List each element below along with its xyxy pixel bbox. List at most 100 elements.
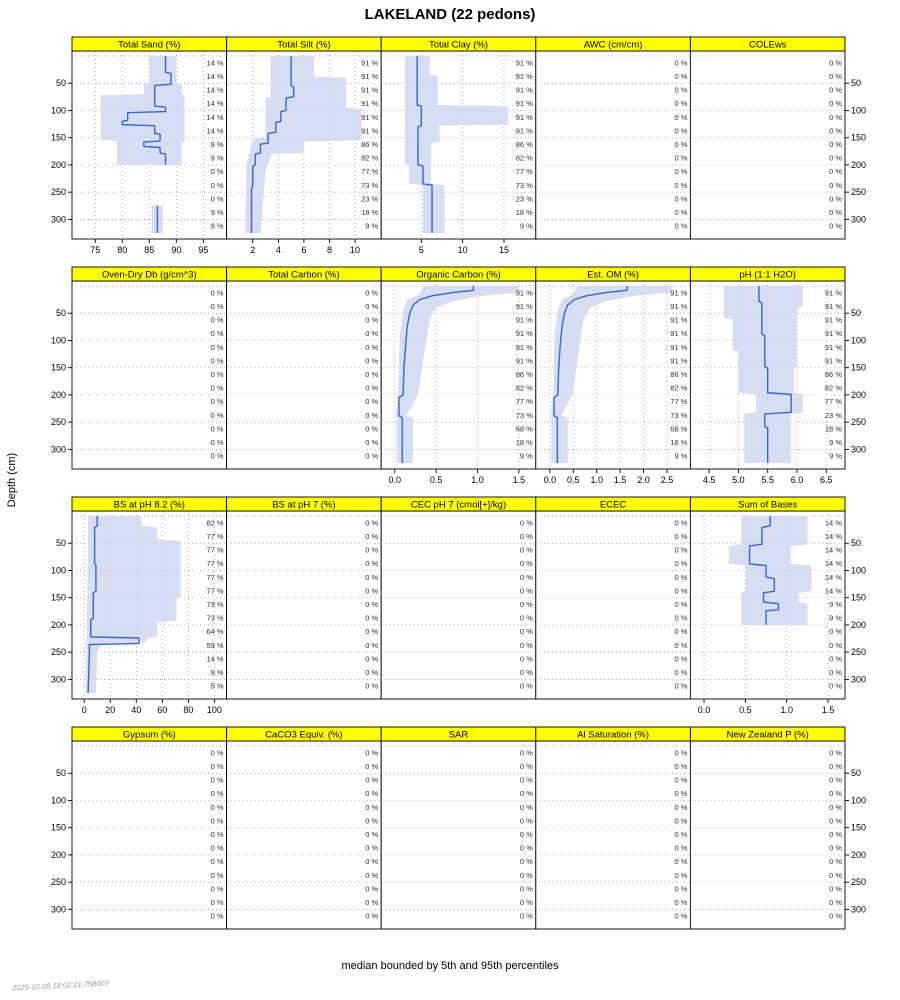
depth-tick-label: 50 (56, 308, 66, 318)
depth-tick-label: 200 (851, 160, 866, 170)
contributing-fraction-label: 77 % (206, 546, 223, 555)
contributing-fraction-label: 23 % (516, 194, 533, 203)
strip-title: SAR (449, 730, 469, 741)
contributing-fraction-label: 0 % (211, 384, 224, 393)
contributing-fraction-label: 9 % (520, 452, 533, 461)
contributing-fraction-label: 0 % (365, 830, 378, 839)
x-tick-label: 4 (276, 245, 281, 255)
contributing-fraction-label: 0 % (520, 600, 533, 609)
x-tick-label: 10 (458, 245, 468, 255)
contributing-fraction-label: 0 % (520, 884, 533, 893)
depth-tick-label: 300 (851, 904, 866, 914)
contributing-fraction-label: 91 % (361, 99, 378, 108)
strip-title: Total Clay (%) (429, 40, 488, 51)
contributing-fraction-label: 0 % (211, 748, 224, 757)
contributing-fraction-label: 0 % (365, 302, 378, 311)
contributing-fraction-label: 0 % (365, 424, 378, 433)
contributing-fraction-label: 0 % (829, 830, 842, 839)
depth-tick-label: 200 (51, 620, 66, 630)
depth-tick-label: 300 (851, 444, 866, 454)
depth-tick-label: 100 (851, 565, 866, 575)
contributing-fraction-label: 0 % (674, 126, 687, 135)
contributing-fraction-label: 0 % (674, 58, 687, 67)
contributing-fraction-label: 0 % (829, 641, 842, 650)
contributing-fraction-label: 18 % (516, 208, 533, 217)
percentile-band (404, 56, 509, 233)
contributing-fraction-label: 0 % (829, 844, 842, 853)
contributing-fraction-label: 91 % (516, 72, 533, 81)
contributing-fraction-label: 91 % (825, 356, 842, 365)
x-tick-label: 6.0 (791, 475, 804, 485)
panel-total-clay (380, 50, 537, 240)
contributing-fraction-label: 77 % (206, 559, 223, 568)
contributing-fraction-label: 14 % (825, 546, 842, 555)
contributing-fraction-label: 77 % (361, 167, 378, 176)
x-tick-label: 2.5 (661, 475, 674, 485)
depth-tick-label: 200 (51, 160, 66, 170)
contributing-fraction-label: 0 % (829, 816, 842, 825)
contributing-fraction-label: 0 % (829, 154, 842, 163)
contributing-fraction-label: 0 % (365, 586, 378, 595)
strip-title: Sum of Bases (738, 500, 797, 511)
contributing-fraction-label: 0 % (674, 154, 687, 163)
contributing-fraction-label: 0 % (829, 668, 842, 677)
contributing-fraction-label: 0 % (829, 871, 842, 880)
contributing-fraction-label: 0 % (829, 682, 842, 691)
contributing-fraction-label: 0 % (674, 140, 687, 149)
contributing-fraction-label: 14 % (206, 86, 223, 95)
contributing-fraction-label: 0 % (211, 302, 224, 311)
depth-tick-label: 200 (51, 850, 66, 860)
contributing-fraction-label: 82 % (361, 154, 378, 163)
panel-total-carbon (226, 280, 382, 470)
contributing-fraction-label: 0 % (674, 641, 687, 650)
contributing-fraction-label: 14 % (206, 113, 223, 122)
contributing-fraction-label: 0 % (829, 748, 842, 757)
contributing-fraction-label: 0 % (365, 844, 378, 853)
contributing-fraction-label: 86 % (825, 370, 842, 379)
depth-tick-label: 150 (51, 823, 66, 833)
contributing-fraction-label: 14 % (825, 532, 842, 541)
contributing-fraction-label: 86 % (516, 140, 533, 149)
strip-title: New Zealand P (%) (727, 730, 809, 741)
depth-tick-label: 100 (51, 335, 66, 345)
contributing-fraction-label: 0 % (365, 627, 378, 636)
contributing-fraction-label: 0 % (520, 844, 533, 853)
contributing-fraction-label: 0 % (829, 181, 842, 190)
depth-tick-label: 150 (851, 593, 866, 603)
contributing-fraction-label: 0 % (829, 208, 842, 217)
contributing-fraction-label: 91 % (516, 113, 533, 122)
chart-caption: median bounded by 5th and 95th percentil… (341, 960, 559, 972)
x-tick-label: 2 (250, 245, 255, 255)
contributing-fraction-label: 0 % (520, 586, 533, 595)
x-tick-label: 95 (198, 245, 208, 255)
contributing-fraction-label: 0 % (365, 573, 378, 582)
contributing-fraction-label: 14 % (825, 586, 842, 595)
contributing-fraction-label: 0 % (829, 194, 842, 203)
contributing-fraction-label: 0 % (674, 776, 687, 785)
contributing-fraction-label: 0 % (365, 884, 378, 893)
contributing-fraction-label: 14 % (825, 559, 842, 568)
x-tick-label: 0.0 (698, 705, 711, 715)
contributing-fraction-label: 77 % (516, 167, 533, 176)
contributing-fraction-label: 0 % (365, 397, 378, 406)
contributing-fraction-label: 0 % (365, 356, 378, 365)
depth-tick-label: 50 (851, 538, 861, 548)
contributing-fraction-label: 68 % (516, 424, 533, 433)
x-tick-label: 80 (183, 705, 193, 715)
x-tick-label: 90 (171, 245, 181, 255)
contributing-fraction-label: 0 % (674, 586, 687, 595)
contributing-fraction-label: 91 % (516, 126, 533, 135)
contributing-fraction-label: 0 % (211, 452, 224, 461)
contributing-fraction-label: 73 % (361, 181, 378, 190)
contributing-fraction-label: 0 % (365, 816, 378, 825)
contributing-fraction-label: 0 % (211, 762, 224, 771)
contributing-fraction-label: 0 % (520, 762, 533, 771)
depth-tick-label: 50 (851, 768, 861, 778)
contributing-fraction-label: 0 % (520, 816, 533, 825)
contributing-fraction-label: 0 % (211, 789, 224, 798)
contributing-fraction-label: 0 % (520, 830, 533, 839)
contributing-fraction-label: 18 % (516, 438, 533, 447)
contributing-fraction-label: 0 % (674, 600, 687, 609)
contributing-fraction-label: 0 % (211, 411, 224, 420)
